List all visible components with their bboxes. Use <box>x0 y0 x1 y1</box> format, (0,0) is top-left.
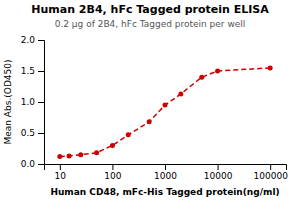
point <box>147 119 152 124</box>
tick: 0.5 <box>21 128 44 138</box>
series <box>57 65 272 159</box>
x-axis-label: Human CD48, mFc-His Tagged protein(ng/ml… <box>50 187 279 197</box>
axis-line <box>45 165 287 171</box>
tick-mark <box>38 102 44 103</box>
tick-mark <box>38 71 44 72</box>
tick: 100 <box>104 164 121 181</box>
point <box>57 154 62 159</box>
tick-label: 100 <box>104 171 121 181</box>
point <box>215 69 220 74</box>
tick-label: 1.0 <box>21 97 36 107</box>
tick-mark <box>218 164 219 170</box>
point <box>67 153 72 158</box>
tick-mark <box>38 133 44 134</box>
line <box>60 68 270 157</box>
tick: 10000 <box>204 164 233 181</box>
point <box>110 143 115 148</box>
y-axis-label: Mean Abs.(OD450) <box>3 59 13 144</box>
tick: 1000 <box>154 164 177 181</box>
tick: 100000 <box>253 164 288 181</box>
point <box>178 91 183 96</box>
tick-mark <box>270 164 271 170</box>
tick: 1.5 <box>21 66 44 76</box>
tick: 10 <box>55 164 67 181</box>
tick-label: 0.5 <box>21 128 35 138</box>
tick-label: 10000 <box>204 171 233 181</box>
tick-mark <box>165 164 166 170</box>
tick-mark <box>60 164 61 170</box>
point <box>268 65 273 70</box>
tick-label: 1000 <box>154 171 177 181</box>
title: Human 2B4, hFc Tagged protein ELISA <box>31 3 269 16</box>
point <box>78 152 83 157</box>
chart: 10 100 1000 10000 100000 0.0 0.5 1.0 1.5 2.0 Human… <box>0 0 300 200</box>
tick-mark <box>38 40 44 41</box>
tick-label: 10 <box>55 171 67 181</box>
x-axis: 10 100 1000 10000 100000 <box>45 164 289 181</box>
plot-area: 10 100 1000 10000 100000 0.0 0.5 1.0 1.5 2.0 <box>21 35 288 181</box>
tick: 2.0 <box>21 35 44 45</box>
tick-label: 100000 <box>253 171 288 181</box>
y-axis: 0.0 0.5 1.0 1.5 2.0 <box>21 35 45 169</box>
subtitle: 0.2 μg of 2B4, hFc Tagged protein per we… <box>55 19 246 29</box>
point <box>163 103 168 108</box>
point <box>199 75 204 80</box>
point <box>126 132 131 137</box>
point <box>94 150 99 155</box>
axis-line <box>38 41 45 165</box>
tick-label: 1.5 <box>21 66 35 76</box>
tick-label: 0.0 <box>21 159 36 169</box>
tick-mark <box>38 164 44 165</box>
tick-mark <box>112 164 113 170</box>
tick-label: 2.0 <box>21 35 36 45</box>
tick: 0.0 <box>21 159 44 169</box>
tick: 1.0 <box>21 97 44 107</box>
